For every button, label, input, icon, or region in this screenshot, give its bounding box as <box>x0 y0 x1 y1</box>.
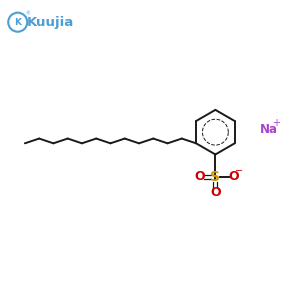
Text: ®: ® <box>25 11 30 16</box>
Text: K: K <box>14 18 21 27</box>
Text: O: O <box>195 170 205 183</box>
Text: −: − <box>235 166 243 176</box>
Text: +: + <box>272 118 280 128</box>
Text: Kuujia: Kuujia <box>27 16 74 29</box>
Text: O: O <box>228 170 238 183</box>
Text: S: S <box>210 170 220 184</box>
Text: Na: Na <box>260 123 278 136</box>
Text: O: O <box>210 186 221 199</box>
